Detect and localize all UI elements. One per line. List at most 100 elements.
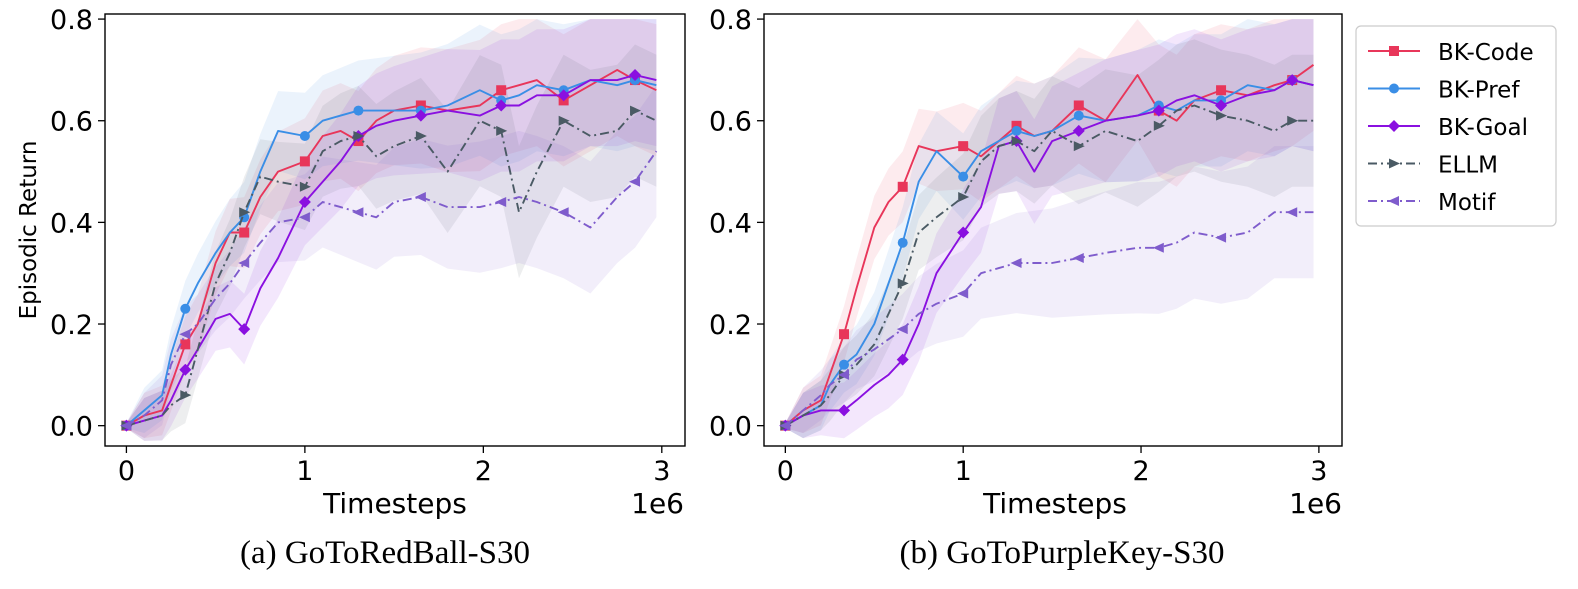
y-tick-label: 0.2 — [50, 310, 93, 341]
marker-ellm — [1073, 141, 1085, 152]
y-tick-label: 0.8 — [50, 5, 93, 36]
x-axis-label-a: Timesteps — [322, 487, 467, 520]
marker-ellm — [897, 278, 909, 289]
confidence-bands-b — [785, 19, 1314, 439]
y-tick-label: 0.8 — [709, 5, 752, 36]
marker-bk-goal — [957, 226, 970, 239]
marker-bk-goal — [495, 99, 508, 112]
marker-motif — [1215, 232, 1227, 243]
legend-marker-motif — [1388, 196, 1399, 206]
y-tick-label: 0.4 — [50, 208, 93, 239]
x-multiplier-b: 1e6 — [1289, 487, 1342, 520]
y-tick-label: 0.2 — [709, 310, 752, 341]
legend: BK-Code BK-Pref BK-Goal ELLM Motif — [1355, 25, 1557, 227]
caption-b: (b) GoToPurpleKey-S30 — [900, 535, 1225, 571]
x-multiplier-a: 1e6 — [631, 487, 684, 520]
x-axis-label-b: Timesteps — [982, 487, 1127, 520]
marker-bk-goal — [896, 353, 909, 366]
line-ellm — [126, 109, 657, 427]
x-tick-label: 2 — [475, 456, 492, 487]
marker-motif — [298, 212, 310, 223]
band-bk-pref — [785, 19, 1314, 439]
x-tick-label: 0 — [777, 456, 794, 487]
band-bk-goal — [785, 19, 1314, 439]
marker-bk-code — [1011, 120, 1022, 131]
series-lines-b — [779, 64, 1315, 432]
axis-ticks-a: 0 1 2 3 0.0 0.2 0.4 0.6 0.8 — [50, 5, 670, 487]
marker-ellm — [180, 390, 192, 401]
marker-motif — [779, 420, 791, 431]
x-tick-label: 3 — [1310, 456, 1327, 487]
marker-bk-code — [180, 339, 191, 350]
panel-a: 0 1 2 3 0.0 0.2 0.4 0.6 0.8 Timesteps 1e6 Episod… — [16, 5, 686, 571]
marker-bk-pref — [353, 105, 364, 116]
axis-ticks-b: 0 1 2 3 0.0 0.2 0.4 0.6 0.8 — [709, 5, 1327, 487]
y-tick-label: 0.4 — [709, 208, 752, 239]
marker-bk-code — [1073, 100, 1084, 111]
marker-ellm — [415, 130, 427, 141]
marker-ellm — [239, 207, 251, 218]
marker-bk-code — [496, 85, 507, 96]
x-tick-label: 1 — [296, 456, 313, 487]
marker-motif — [557, 207, 569, 218]
caption-a: (a) GoToRedBall-S30 — [240, 535, 530, 571]
legend-marker-bk-code — [1389, 46, 1399, 56]
x-tick-label: 0 — [118, 456, 135, 487]
marker-motif — [896, 324, 908, 335]
marker-bk-goal — [629, 68, 642, 81]
legend-label: BK-Code — [1438, 40, 1534, 66]
marker-motif — [179, 329, 191, 340]
x-tick-label: 2 — [1132, 456, 1149, 487]
marker-bk-goal — [1286, 74, 1299, 87]
marker-motif — [238, 258, 250, 269]
marker-ellm — [1287, 115, 1299, 126]
marker-bk-goal — [298, 196, 311, 209]
legend-label: ELLM — [1438, 153, 1498, 179]
marker-ellm — [299, 181, 311, 192]
line-bk-pref — [125, 79, 657, 427]
y-axis-label-a: Episodic Return — [16, 141, 42, 320]
marker-ellm — [558, 115, 570, 126]
band-bk-goal — [126, 19, 657, 441]
band-bk-code — [126, 19, 657, 439]
marker-ellm — [353, 130, 365, 141]
marker-ellm — [1153, 120, 1165, 131]
legend-items: BK-Code BK-Pref BK-Goal ELLM Motif — [1368, 40, 1534, 216]
y-tick-label: 0.0 — [50, 412, 93, 443]
marker-bk-goal — [1215, 99, 1228, 112]
band-bk-pref — [126, 19, 657, 433]
marker-bk-pref — [1073, 110, 1084, 121]
marker-bk-code — [897, 181, 908, 192]
y-tick-label: 0.6 — [709, 107, 752, 138]
confidence-bands-a — [126, 19, 657, 441]
plot-frame-a — [104, 13, 686, 447]
y-tick-label: 0.0 — [709, 412, 752, 443]
marker-bk-goal — [1152, 104, 1165, 117]
series-lines-a — [120, 68, 658, 432]
marker-motif — [414, 191, 426, 202]
marker-motif — [1286, 207, 1298, 218]
legend-marker-bk-goal — [1388, 120, 1400, 132]
marker-bk-code — [415, 100, 426, 111]
legend-label: BK-Pref — [1438, 78, 1520, 104]
marker-motif — [1010, 258, 1022, 269]
line-bk-code — [125, 68, 657, 427]
marker-motif — [120, 420, 132, 431]
line-bk-goal — [784, 79, 1314, 427]
band-ellm — [126, 44, 657, 441]
marker-motif — [838, 369, 850, 380]
marker-ellm — [1011, 136, 1023, 147]
marker-bk-code — [958, 141, 969, 152]
marker-motif — [352, 207, 364, 218]
marker-bk-goal — [414, 109, 427, 122]
marker-bk-goal — [238, 323, 251, 336]
plot-frame-b — [763, 13, 1343, 447]
marker-bk-pref — [839, 359, 850, 370]
marker-bk-goal — [1072, 124, 1085, 137]
line-motif — [125, 150, 658, 427]
marker-bk-code — [1216, 85, 1227, 96]
band-ellm — [785, 39, 1314, 439]
legend-marker-bk-pref — [1389, 83, 1399, 94]
x-tick-label: 1 — [955, 456, 972, 487]
